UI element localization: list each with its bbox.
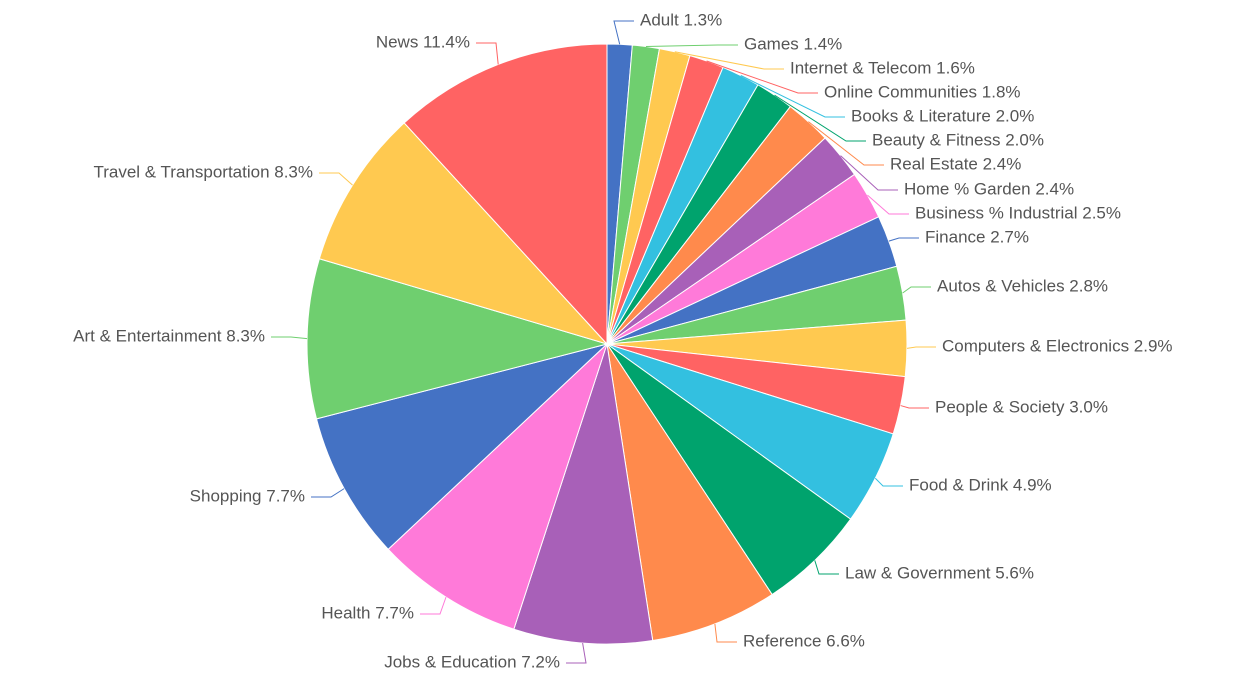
leader-line: [566, 642, 587, 664]
pie-slice[interactable]: [306, 258, 609, 420]
slice-label: Autos & Vehicles 2.8%: [937, 276, 1108, 295]
pie-slice[interactable]: [403, 43, 608, 346]
leader-line: [476, 42, 499, 65]
pie-slice[interactable]: [387, 343, 608, 630]
slice-label: Food & Drink 4.9%: [909, 475, 1052, 494]
slice-label: Computers & Electronics 2.9%: [942, 336, 1173, 355]
leader-line: [774, 94, 866, 142]
slice-label: Finance 2.7%: [925, 227, 1029, 246]
slice-label: Internet & Telecom 1.6%: [790, 58, 975, 77]
leader-line: [906, 346, 936, 349]
leader-line: [706, 60, 818, 94]
slice-label: Beauty & Fitness 2.0%: [872, 130, 1044, 149]
slice-label: Health 7.7%: [321, 603, 414, 622]
pie-slice[interactable]: [318, 122, 609, 345]
slices-layer: [306, 43, 908, 645]
leader-line: [900, 405, 929, 409]
slice-label: Art & Entertainment 8.3%: [73, 326, 265, 345]
pie-slice[interactable]: [315, 343, 608, 550]
slice-label: Books & Literature 2.0%: [851, 106, 1034, 125]
slice-label: Travel & Transportation 8.3%: [93, 162, 313, 181]
slice-label: News 11.4%: [376, 32, 470, 51]
slice-label: Business % Industrial 2.5%: [915, 203, 1121, 222]
leader-line: [874, 477, 903, 487]
leader-line: [714, 623, 737, 643]
leader-line: [271, 336, 308, 340]
leader-line: [814, 560, 839, 575]
leader-line: [888, 237, 919, 242]
slice-label: Real Estate 2.4%: [890, 154, 1021, 173]
leader-line: [311, 488, 345, 498]
slice-label: Law & Government 5.6%: [845, 563, 1034, 582]
leader-line: [840, 155, 898, 191]
slice-label: Jobs & Education 7.2%: [384, 652, 560, 671]
leader-lines-layer: [271, 20, 936, 664]
leader-line: [319, 172, 353, 186]
leader-line: [674, 51, 784, 70]
leader-line: [645, 44, 738, 48]
pie-slice[interactable]: [606, 343, 773, 642]
slice-label: Games 1.4%: [744, 34, 842, 53]
slice-label: Home % Garden 2.4%: [904, 179, 1074, 198]
leader-line: [613, 20, 634, 45]
leader-line: [740, 75, 845, 118]
slice-label: Online Communities 1.8%: [824, 82, 1021, 101]
labels-layer: Adult 1.3% Games 1.4% Internet & Telecom 1…: [73, 10, 1172, 671]
slice-label: People & Society 3.0%: [935, 397, 1108, 416]
slice-label: Reference 6.6%: [743, 631, 865, 650]
slice-label: Adult 1.3%: [640, 10, 722, 29]
leader-line: [808, 121, 884, 166]
leader-line: [420, 596, 447, 615]
leader-line: [902, 286, 931, 294]
slice-label: Shopping 7.7%: [190, 486, 305, 505]
leader-line: [867, 194, 909, 215]
